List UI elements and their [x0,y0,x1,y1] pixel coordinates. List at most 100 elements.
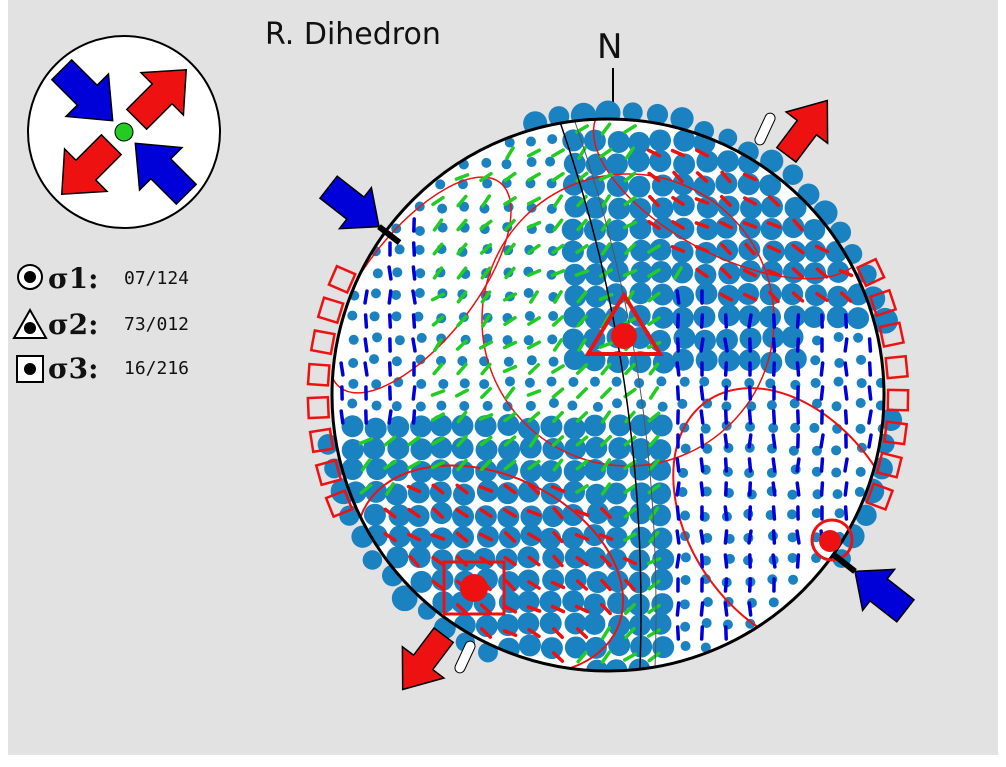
slip-tick [869,387,870,399]
slip-tick [413,339,415,351]
field-dot [349,335,359,345]
field-dot [782,326,804,348]
slip-tick [701,603,702,615]
sigma1-value: 07/124 [124,268,189,289]
field-dot [392,267,402,277]
field-dot [769,597,779,607]
slip-tick [798,555,799,567]
field-dot [567,401,577,411]
slip-tick [678,387,679,399]
field-dot [481,158,491,168]
sigma2-symbol: σ2: [48,308,98,341]
slip-tick [750,387,751,399]
slip-tick [869,411,871,423]
slip-tick [702,315,703,327]
field-dot [652,307,674,329]
slip-tick [725,339,727,351]
field-dot [564,153,586,175]
slip-tick [773,459,775,471]
field-dot [417,333,427,343]
slip-tick [413,291,415,303]
slip-tick [677,531,679,543]
field-dot [680,511,690,521]
field-dot [505,376,515,386]
slip-tick [822,459,823,471]
field-dot [651,593,673,615]
field-dot [761,218,783,240]
slip-tick [797,363,798,375]
sigma3-dot-icon [24,363,36,375]
field-dot [549,357,559,367]
slip-tick [677,603,678,615]
slip-tick [390,363,391,375]
field-dot [562,504,584,526]
field-dot [341,415,363,437]
slip-tick [677,459,678,471]
field-dot [857,378,867,388]
field-dot [767,400,777,410]
field-dot [563,306,585,328]
field-dot [785,348,807,370]
field-dot [565,613,587,635]
slip-tick [725,507,726,519]
slip-tick [701,459,702,471]
field-dot [856,424,866,434]
field-dot [811,378,821,388]
slip-tick [413,387,414,399]
field-dot [547,377,557,387]
slip-tick [773,555,775,567]
field-dot [831,445,841,455]
slip-tick [702,627,703,639]
field-dot [415,245,425,255]
field-dot [658,402,668,412]
slip-tick [750,579,751,591]
slip-tick [845,363,847,375]
field-dot [392,356,402,366]
field-dot [436,401,446,411]
slip-tick [726,459,727,471]
field-dot [608,437,630,459]
field-dot [834,332,844,342]
field-dot [371,288,381,298]
field-dot [831,468,841,478]
sigma1-dot-icon [24,271,36,283]
field-dot [540,416,562,438]
field-dot [805,284,827,306]
field-dot [527,355,537,365]
slip-tick [869,435,871,447]
field-dot [540,612,562,634]
field-dot [835,508,845,518]
slip-tick [725,579,726,591]
slip-tick [725,603,726,615]
field-dot [788,575,798,585]
field-dot [527,157,537,167]
field-dot [568,377,578,387]
slip-tick [774,531,775,543]
rim-dot [363,550,383,570]
field-dot [435,179,445,189]
north-label: N [597,27,622,67]
field-dot [636,399,646,409]
field-dot [809,423,819,433]
slip-tick [749,435,751,447]
field-dot [364,504,386,526]
slip-tick [774,315,775,327]
slip-tick [365,363,367,375]
slip-tick [677,555,679,567]
slip-tick [341,363,343,375]
field-dot [502,159,512,169]
slip-tick [701,339,703,351]
field-dot [370,311,380,321]
field-dot [847,307,869,329]
field-dot [681,552,691,562]
field-dot [834,358,844,368]
slip-tick [725,435,726,447]
slip-tick [798,339,799,351]
field-dot [373,268,383,278]
field-dot [856,467,866,477]
field-dot [372,332,382,342]
field-dot [524,288,534,298]
slip-tick [389,291,390,303]
slip-tick [774,507,775,519]
slip-tick [702,435,703,447]
